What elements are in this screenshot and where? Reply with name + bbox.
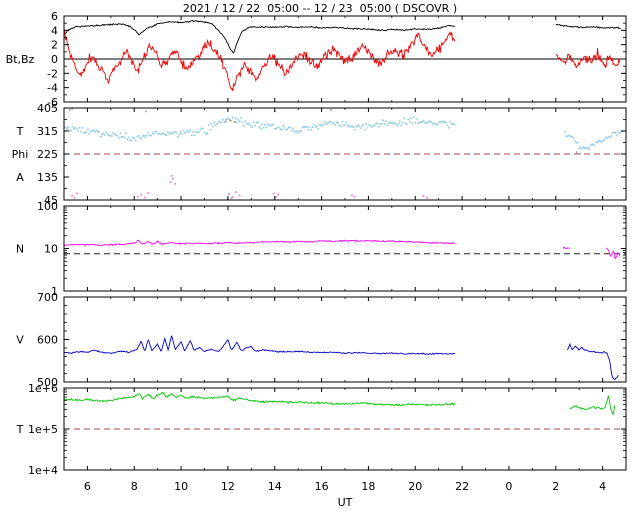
series-Bt <box>64 19 621 54</box>
y-tick-label: 6 <box>51 10 58 23</box>
x-axis-label: UT <box>338 496 353 509</box>
x-tick-label: 4 <box>599 480 606 493</box>
panel-ylabel-Bt,Bz: Bt,Bz <box>6 53 35 66</box>
panel-ylabel-Phi: Phi <box>12 148 29 161</box>
y-tick-label: 135 <box>37 171 58 184</box>
series-Phi <box>64 116 624 151</box>
y-tick-label: 700 <box>37 291 58 304</box>
panel-border <box>63 205 627 292</box>
x-axis: 6 8 10 12 14 16 18 20 22 0 2 4 UT <box>84 480 606 509</box>
x-tick-label: 20 <box>408 480 422 493</box>
y-tick-label: 1e+6 <box>28 382 58 395</box>
panel-ylabel-A: A <box>16 171 24 184</box>
panel-magnetic-field: 64 20-2 -4-6 Bt,Bz <box>6 10 627 109</box>
plot-title: 2021 / 12 / 22 05:00 -- 12 / 23 05:00 ( … <box>182 2 458 15</box>
x-tick-label: 14 <box>268 480 282 493</box>
y-tick-label: 45 <box>44 194 58 207</box>
y-tick-label: 0 <box>51 53 58 66</box>
y-tick-label: 315 <box>37 125 58 138</box>
panel-ylabel-T: T <box>16 423 24 436</box>
series-N <box>64 239 621 260</box>
x-tick-label: 0 <box>505 480 512 493</box>
y-tick-label: 1e+4 <box>28 464 58 477</box>
y-tick-label: 10 <box>44 243 58 256</box>
x-tick-label: 6 <box>84 480 91 493</box>
x-tick-label: 2 <box>552 480 559 493</box>
series-T <box>64 391 616 416</box>
y-tick-label: 100 <box>37 200 58 213</box>
panel-speed: 700 600 500 V <box>16 291 627 389</box>
y-tick-label: -2 <box>47 67 58 80</box>
x-tick-label: 22 <box>455 480 469 493</box>
panel-ylabel-T: T <box>16 125 24 138</box>
y-tick-label: -6 <box>47 96 58 109</box>
panel-ylabel-V: V <box>16 334 24 347</box>
y-tick-label: 4 <box>51 24 58 37</box>
panel-ylabel-N: N <box>16 243 24 256</box>
y-tick-label: 225 <box>37 148 58 161</box>
series-A-pink <box>71 177 428 199</box>
y-tick-label: 1 <box>51 285 58 298</box>
x-tick-label: 16 <box>315 480 329 493</box>
panel-density: 100 10 1 N <box>16 200 627 298</box>
y-tick-label: 405 <box>37 102 58 115</box>
series-V <box>64 335 619 380</box>
y-tick-label: 600 <box>37 334 58 347</box>
series-Bz <box>64 28 621 92</box>
x-tick-label: 18 <box>361 480 375 493</box>
y-tick-label: -4 <box>47 82 58 95</box>
x-tick-label: 8 <box>131 480 138 493</box>
x-tick-label: 12 <box>221 480 235 493</box>
y-tick-label: 1e+5 <box>28 423 58 436</box>
panel-angles: 405 315 225 135 45 T Phi A <box>12 102 627 207</box>
y-tick-label: 2 <box>51 39 58 52</box>
y-tick-label: 500 <box>37 376 58 389</box>
x-tick-label: 10 <box>174 480 188 493</box>
panel-temperature: 1e+6 1e+5 1e+4 T <box>16 382 627 477</box>
